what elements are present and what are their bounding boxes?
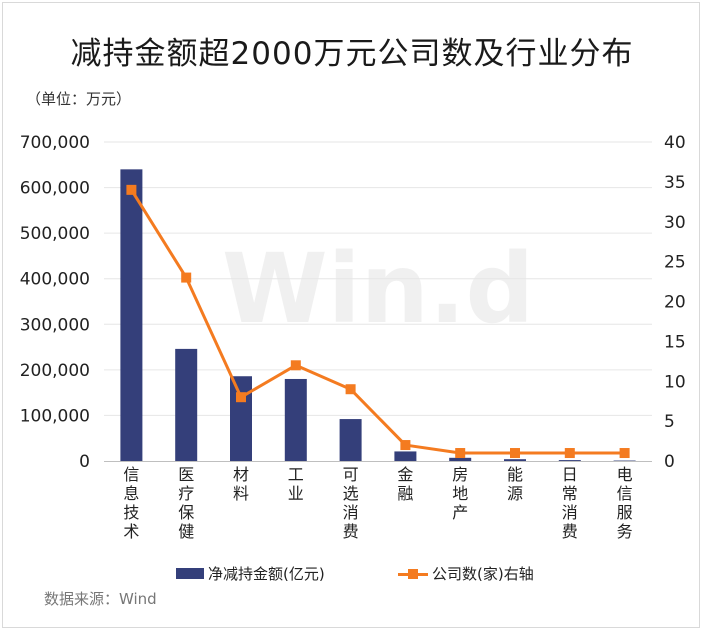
legend-bar-label: 净减持金额(亿元) (208, 565, 325, 583)
y-right-tick-label: 15 (664, 332, 686, 352)
y-left-tick-label: 0 (79, 452, 90, 472)
watermark: Win.d (222, 233, 534, 345)
y-right-tick-label: 10 (664, 372, 686, 392)
line-marker (236, 392, 246, 403)
line-marker (345, 384, 356, 395)
bar (558, 460, 581, 461)
bar (175, 348, 198, 461)
line-marker (290, 360, 301, 371)
legend-item-bar: 净减持金额(亿元) (176, 563, 325, 584)
bar (230, 376, 252, 461)
y-left-tick-label: 100,000 (20, 406, 90, 426)
x-tick-label: 金融 (397, 465, 413, 503)
line-marker (455, 448, 466, 459)
y-right-tick-label: 0 (664, 452, 675, 472)
line-marker (400, 440, 411, 451)
bar (449, 457, 472, 461)
y-right-tick-label: 25 (664, 253, 686, 273)
bar (394, 451, 417, 461)
legend-line-swatch (398, 567, 428, 581)
y-right-tick-label: 5 (664, 412, 675, 432)
bar (339, 419, 362, 461)
x-tick-label: 材料 (233, 465, 249, 503)
y-right-tick-label: 30 (664, 213, 686, 233)
x-tick-label: 电信服务 (617, 465, 633, 541)
x-tick-label: 能源 (507, 465, 523, 503)
x-tick-label: 日常消费 (562, 465, 578, 541)
x-tick-label: 房地产 (452, 465, 468, 522)
y-right-tick-label: 20 (664, 293, 686, 313)
y-left-tick-label: 200,000 (20, 361, 90, 381)
x-tick-label: 医疗保健 (178, 465, 194, 541)
y-left-tick-label: 700,000 (20, 133, 90, 153)
x-tick-label: 工业 (288, 465, 304, 503)
source-note: 数据来源：Wind (44, 590, 157, 608)
chart-title: 减持金额超2000万元公司数及行业分布 (70, 36, 634, 72)
bar (284, 378, 307, 461)
x-tick-label: 可选消费 (343, 465, 359, 541)
line-marker (619, 448, 630, 459)
y-left-tick-label: 500,000 (20, 224, 90, 244)
line-marker (181, 272, 192, 283)
y-right-tick-label: 40 (664, 133, 686, 153)
line-marker (126, 184, 137, 195)
y-left-tick-label: 400,000 (20, 270, 90, 290)
bar (120, 169, 143, 462)
series-line (130, 189, 625, 455)
legend-line-label: 公司数(家)右轴 (432, 565, 534, 583)
line-marker (510, 448, 520, 459)
line-marker (564, 448, 575, 459)
y-left-tick-label: 300,000 (20, 315, 90, 335)
x-tick-label: 信息技术 (123, 465, 139, 541)
y-left-tick-label: 600,000 (20, 179, 90, 199)
y-right-tick-label: 35 (664, 173, 686, 193)
legend-item-line: 公司数(家)右轴 (398, 563, 534, 584)
legend-bar-swatch (176, 568, 204, 579)
unit-label: （单位：万元） (26, 90, 132, 108)
bar (504, 459, 526, 461)
